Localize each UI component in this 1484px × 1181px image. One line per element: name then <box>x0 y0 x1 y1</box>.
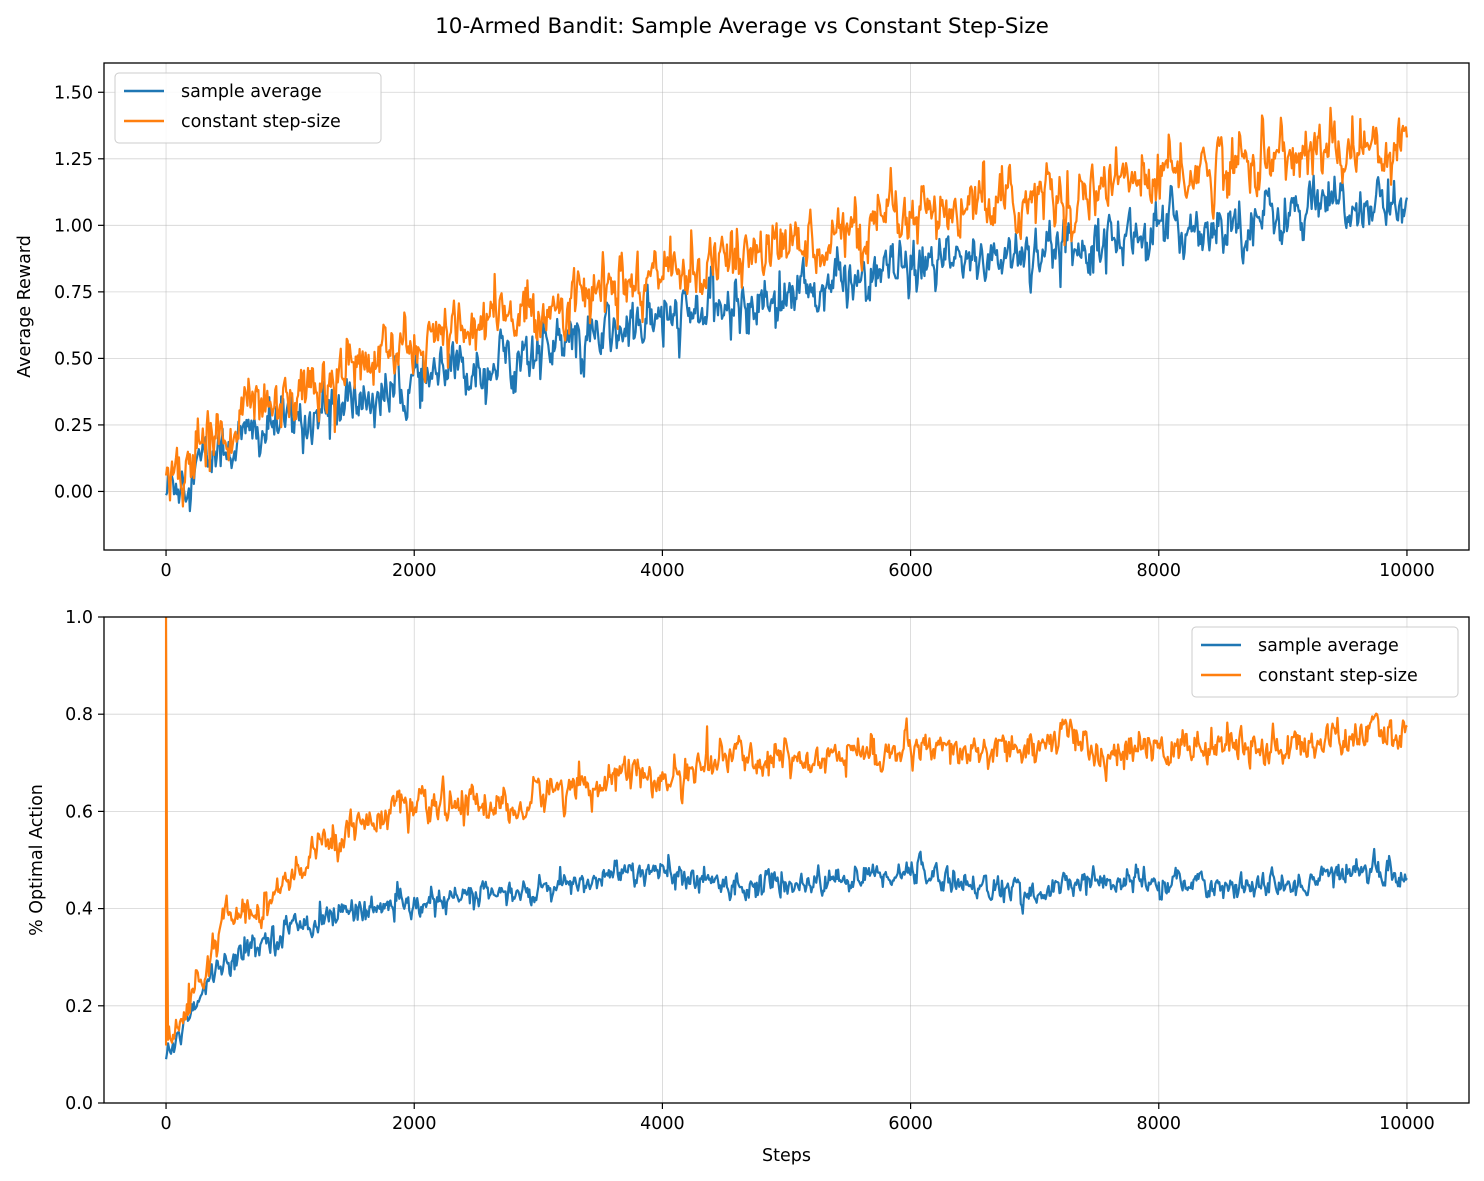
x-tick-label: 4000 <box>640 561 685 581</box>
optimal-action-chart: 0 2000 4000 6000 8000 10000 0.0 0.2 0.4 0.6 0.8 1.… <box>27 608 1470 1166</box>
reward-legend: sample average constant step-size <box>114 72 382 144</box>
x-tick-label: 8000 <box>1136 1114 1181 1134</box>
series-line-sample-average <box>164 847 1408 1060</box>
legend-label: sample average <box>1258 636 1399 656</box>
y-tick-label: 1.00 <box>54 216 93 236</box>
x-tick-label: 4000 <box>640 1114 685 1134</box>
optimal-action-y-axis: 0.0 0.2 0.4 0.6 0.8 1.0 <box>65 608 104 1114</box>
y-tick-label: 0.4 <box>65 900 93 920</box>
y-tick-label: 0.00 <box>54 482 93 502</box>
reward-chart: 0 2000 4000 6000 8000 10000 0.00 0.25 0.50 0.75 1… <box>15 62 1470 581</box>
optimal-action-y-axis-label: % Optimal Action <box>27 784 47 936</box>
x-tick-label: 10000 <box>1379 561 1435 581</box>
figure-title: 10-Armed Bandit: Sample Average vs Const… <box>435 14 1049 39</box>
y-tick-label: 0.2 <box>65 997 93 1017</box>
optimal-action-series-lines <box>164 617 1408 1060</box>
x-tick-label: 6000 <box>888 561 933 581</box>
legend-label: sample average <box>181 82 322 102</box>
legend-label: constant step-size <box>181 112 341 132</box>
x-tick-label: 0 <box>160 1114 171 1134</box>
series-line-constant-step-size <box>164 106 1409 508</box>
x-tick-label: 0 <box>160 561 171 581</box>
x-tick-label: 2000 <box>392 561 437 581</box>
legend-label: constant step-size <box>1258 666 1418 686</box>
x-tick-label: 2000 <box>392 1114 437 1134</box>
y-tick-label: 0.50 <box>54 349 93 369</box>
optimal-action-legend: sample average constant step-size <box>1191 626 1459 698</box>
legend-box <box>114 72 382 144</box>
y-tick-label: 1.25 <box>54 150 93 170</box>
y-tick-label: 0.8 <box>65 705 93 725</box>
y-tick-label: 1.0 <box>65 608 93 628</box>
y-tick-label: 0.75 <box>54 283 93 303</box>
optimal-action-x-axis-label: Steps <box>762 1146 811 1166</box>
x-tick-label: 6000 <box>888 1114 933 1134</box>
y-tick-label: 1.50 <box>54 83 93 103</box>
reward-x-axis: 0 2000 4000 6000 8000 10000 <box>160 550 1435 581</box>
optimal-action-axes-frame <box>103 616 1470 1104</box>
y-tick-label: 0.6 <box>65 802 93 822</box>
reward-gridlines <box>104 63 1469 550</box>
legend-box <box>1191 626 1459 698</box>
series-line-constant-step-size <box>164 617 1408 1046</box>
series-line-sample-average <box>165 174 1409 513</box>
x-tick-label: 10000 <box>1379 1114 1435 1134</box>
reward-series-lines <box>164 106 1409 513</box>
reward-y-axis-label: Average Reward <box>15 235 35 378</box>
x-tick-label: 8000 <box>1136 561 1181 581</box>
optimal-action-x-axis: 0 2000 4000 6000 8000 10000 <box>160 1103 1435 1134</box>
y-tick-label: 0.0 <box>65 1094 93 1114</box>
reward-y-axis: 0.00 0.25 0.50 0.75 1.00 1.25 1.50 <box>54 83 104 502</box>
reward-axes-frame <box>103 62 1470 551</box>
y-tick-label: 0.25 <box>54 416 93 436</box>
